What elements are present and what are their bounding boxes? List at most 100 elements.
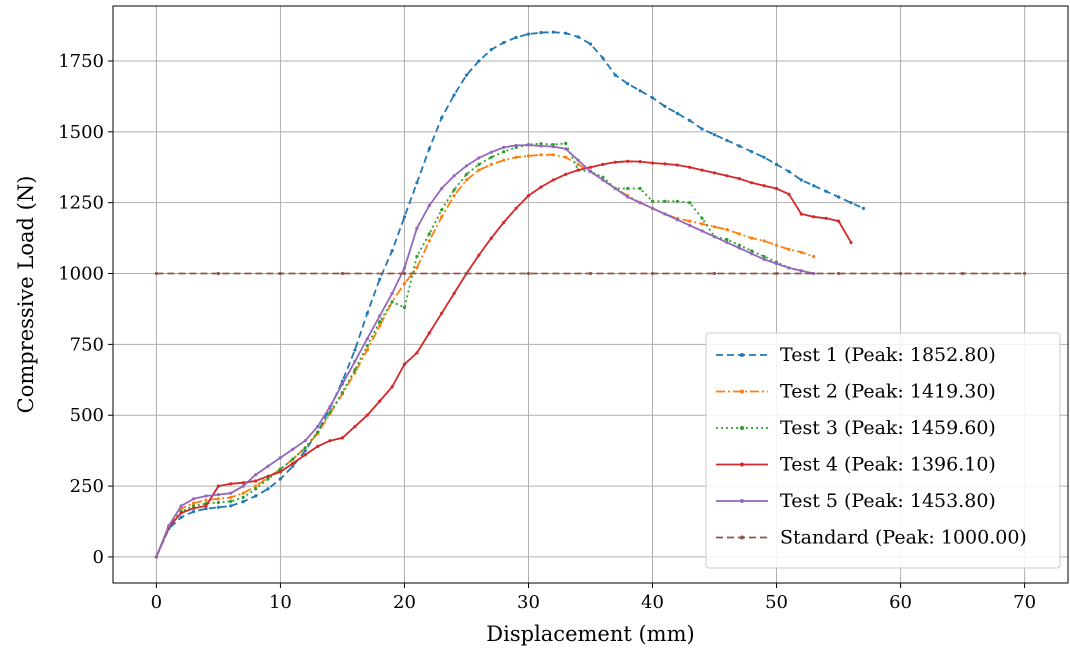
data-point — [551, 178, 555, 182]
data-point — [316, 425, 320, 429]
legend-marker — [740, 535, 744, 540]
legend-label: Test 1 (Peak: 1852.80) — [780, 344, 996, 366]
data-point — [824, 216, 828, 220]
data-point — [774, 186, 779, 191]
series-line — [155, 153, 814, 558]
data-point — [712, 225, 717, 229]
data-point — [477, 168, 481, 172]
data-point — [192, 506, 196, 510]
data-point — [303, 446, 307, 450]
data-point — [340, 436, 344, 440]
data-point — [626, 159, 630, 163]
data-point — [787, 169, 791, 174]
data-point — [440, 186, 444, 191]
data-point — [576, 158, 580, 162]
plot-series — [154, 30, 1027, 559]
data-point — [464, 271, 469, 276]
data-point — [737, 177, 741, 181]
data-point — [712, 133, 717, 137]
data-point — [675, 199, 679, 203]
data-point — [378, 399, 382, 403]
data-point — [663, 199, 667, 203]
data-point — [216, 484, 220, 488]
data-point — [675, 163, 679, 167]
data-point — [415, 226, 419, 230]
plot-frame — [112, 5, 1069, 584]
data-point — [241, 500, 245, 504]
data-point — [849, 201, 853, 205]
data-point — [464, 73, 469, 77]
data-point — [688, 118, 692, 123]
legend-marker — [740, 499, 744, 503]
data-point — [812, 254, 816, 259]
data-point — [254, 484, 258, 488]
data-point — [725, 240, 729, 244]
data-point — [700, 229, 704, 233]
data-point — [489, 155, 493, 159]
data-point — [750, 252, 754, 256]
data-point — [700, 127, 704, 131]
data-point — [601, 56, 605, 60]
data-point — [452, 194, 456, 198]
data-point — [378, 314, 382, 318]
data-point — [390, 291, 394, 295]
x-tick-label: 20 — [393, 592, 416, 613]
data-point — [316, 444, 320, 448]
data-point — [204, 507, 208, 511]
data-point — [514, 155, 518, 159]
data-point — [762, 184, 766, 188]
data-point — [564, 141, 568, 145]
data-point — [427, 331, 431, 335]
x-tick-label: 10 — [269, 592, 292, 613]
legend-marker — [740, 426, 744, 430]
data-point — [229, 482, 233, 486]
data-point — [353, 425, 357, 429]
data-point — [539, 153, 543, 157]
data-point — [402, 215, 407, 219]
data-point — [899, 271, 903, 276]
data-point — [340, 391, 344, 395]
data-point — [204, 504, 208, 508]
data-point — [650, 271, 655, 276]
data-point — [774, 262, 779, 266]
data-point — [204, 498, 208, 502]
data-point — [799, 178, 803, 182]
data-point — [402, 266, 407, 270]
data-point — [576, 35, 580, 39]
data-point — [750, 181, 754, 185]
data-point — [365, 337, 369, 341]
data-point — [688, 165, 692, 169]
data-point — [613, 186, 617, 191]
data-point — [737, 232, 741, 236]
legend-item: Test 2 (Peak: 1419.30) — [716, 381, 996, 403]
data-point — [427, 232, 431, 236]
data-point — [502, 220, 506, 225]
data-point — [192, 510, 196, 514]
data-point — [564, 31, 568, 35]
data-point — [526, 154, 531, 158]
x-tick-label: 40 — [641, 592, 664, 613]
data-point — [626, 195, 630, 199]
data-point — [291, 457, 295, 461]
data-point — [154, 271, 158, 276]
legend-label: Standard (Peak: 1000.00) — [780, 527, 1027, 549]
data-point — [464, 178, 469, 182]
data-point — [762, 239, 766, 243]
data-point — [514, 143, 518, 147]
data-point — [229, 491, 233, 495]
data-point — [216, 500, 220, 505]
data-point — [402, 281, 407, 285]
data-point — [241, 484, 245, 488]
data-point — [650, 199, 655, 203]
data-point — [365, 311, 369, 315]
data-point — [837, 271, 841, 276]
data-point — [502, 158, 506, 162]
data-point — [216, 497, 220, 501]
data-point — [415, 351, 419, 355]
data-point — [725, 228, 729, 232]
data-point — [774, 162, 779, 166]
data-point — [613, 160, 617, 164]
data-point — [291, 447, 295, 451]
data-point — [551, 153, 555, 157]
data-point — [241, 495, 245, 499]
